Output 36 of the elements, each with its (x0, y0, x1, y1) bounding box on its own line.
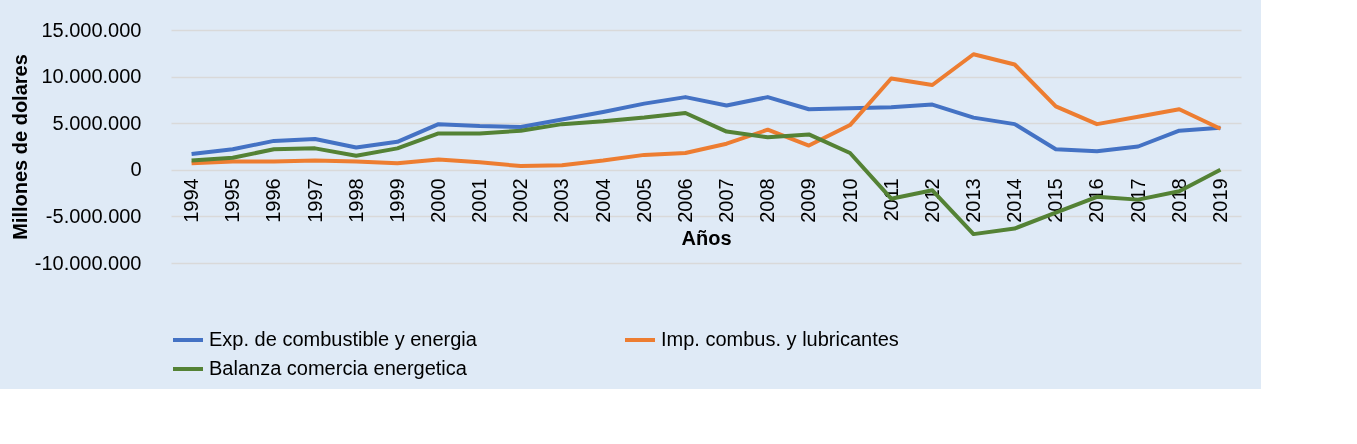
x-tick-label: 2007 (715, 178, 738, 223)
line-series (189, 95, 1223, 156)
x-tick-label: 2010 (838, 178, 861, 223)
y-tick-label: -5.000.000 (45, 204, 142, 227)
x-tick-label: 1997 (303, 178, 326, 223)
x-tick-label: 2017 (1126, 178, 1149, 223)
x-tick-label: 2019 (1208, 178, 1231, 223)
y-tick-label: 15.000.000 (41, 18, 142, 41)
x-tick-label: 2002 (509, 178, 532, 223)
x-tick-label: 2018 (1167, 178, 1190, 223)
x-tick-label: 2014 (1003, 178, 1026, 223)
y-axis-title: Millones de dolares (8, 54, 31, 240)
x-tick-label: 1994 (180, 178, 203, 223)
x-tick-label: 1996 (262, 178, 285, 223)
x-tick-label: 2013 (962, 178, 984, 223)
x-tick-label: 1998 (344, 178, 367, 223)
x-tick-label: 1999 (385, 178, 408, 223)
x-tick-label: 2006 (673, 178, 696, 223)
x-tick-label: 2000 (427, 178, 449, 223)
legend-label: Exp. de combustible y energia (209, 328, 478, 350)
legend-label: Balanza comercia energetica (209, 357, 468, 379)
y-tick-label: 10.000.000 (41, 65, 142, 88)
x-tick-label: 2008 (756, 178, 779, 223)
x-tick-label: 2001 (468, 178, 491, 223)
legend-label: Imp. combus. y lubricantes (661, 328, 899, 350)
x-tick-label: 2003 (550, 178, 573, 223)
y-tick-label: 0 (130, 158, 142, 181)
line-series (189, 52, 1223, 169)
x-tick-label: 2004 (591, 178, 614, 223)
x-tick-label: 1995 (221, 178, 244, 223)
x-axis-title: Años (681, 226, 732, 249)
y-tick-label: 5.000.000 (52, 111, 142, 134)
y-tick-label: -10.000.000 (34, 251, 142, 274)
x-tick-label: 2016 (1085, 178, 1108, 223)
x-tick-label: 2009 (797, 178, 820, 223)
x-tick-label: 2005 (632, 178, 655, 223)
